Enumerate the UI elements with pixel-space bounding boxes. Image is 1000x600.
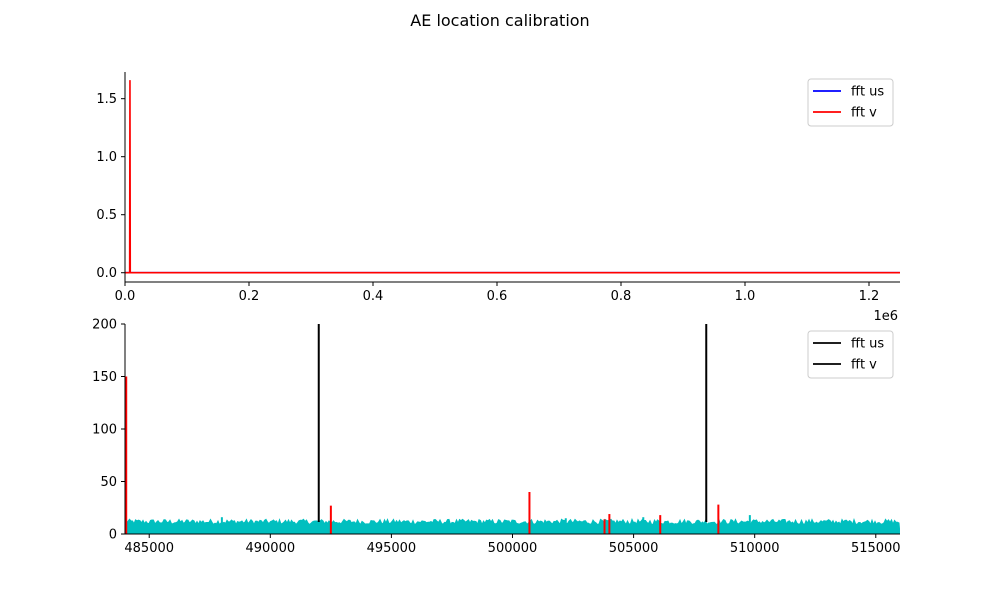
top-x-tick-label: 1.0: [735, 289, 756, 304]
top-x-tick-label: 0.8: [611, 289, 632, 304]
top-y-tick-label: 1.0: [96, 150, 117, 165]
bottom-x-tick-label: 490000: [245, 541, 295, 556]
bottom-y-tick-label: 150: [92, 370, 117, 385]
top-x-tick-label: 0.2: [239, 289, 260, 304]
bottom-y-tick-label: 200: [92, 318, 117, 333]
top-legend: fft us fft v: [807, 78, 894, 127]
bottom-y-tick-label: 100: [92, 423, 117, 438]
top-x-ticks: 0.0 0.2 0.4 0.6 0.8 1.0 1.2: [115, 282, 880, 304]
top-x-tick-label: 0.4: [363, 289, 384, 304]
top-axes: 0.0 0.2 0.4 0.6 0.8 1.0 1.2 0.0 0.5 1.0 1.5 1e6 f…: [96, 72, 900, 324]
bottom-y-ticks: 0 50 100 150 200: [92, 318, 125, 543]
top-y-ticks: 0.0 0.5 1.0 1.5: [96, 92, 125, 281]
bottom-noise-band: [125, 518, 900, 534]
bottom-x-tick-label: 500000: [488, 541, 538, 556]
top-series-fft-v-line: [125, 80, 900, 274]
bottom-x-ticks: 485000 490000 495000 500000 505000 510000 5150…: [124, 534, 901, 556]
top-y-tick-label: 1.5: [96, 92, 117, 107]
top-legend-label: fft v: [851, 106, 877, 121]
bottom-axes: 485000 490000 495000 500000 505000 510000 5150…: [92, 318, 900, 557]
bottom-x-tick-label: 485000: [124, 541, 174, 556]
bottom-legend-label: fft v: [851, 358, 877, 373]
bottom-x-tick-label: 505000: [609, 541, 659, 556]
top-x-tick-label: 0.0: [115, 289, 136, 304]
bottom-y-tick-label: 0: [109, 528, 117, 543]
bottom-x-tick-label: 495000: [367, 541, 417, 556]
top-y-tick-label: 0.5: [96, 208, 117, 223]
bottom-plot-area: [125, 324, 900, 534]
bottom-x-tick-label: 515000: [851, 541, 901, 556]
bottom-legend-label: fft us: [851, 337, 884, 352]
top-x-tick-label: 0.6: [487, 289, 508, 304]
bottom-x-tick-label: 510000: [730, 541, 780, 556]
top-plot-area: [125, 80, 900, 274]
top-legend-label: fft us: [851, 85, 884, 100]
top-y-tick-label: 0.0: [96, 266, 117, 281]
bottom-legend: fft us fft v: [807, 330, 894, 379]
bottom-y-tick-label: 50: [100, 475, 117, 490]
top-x-offset-label: 1e6: [873, 309, 898, 324]
figure-title: AE location calibration: [410, 11, 589, 30]
top-x-tick-label: 1.2: [859, 289, 880, 304]
